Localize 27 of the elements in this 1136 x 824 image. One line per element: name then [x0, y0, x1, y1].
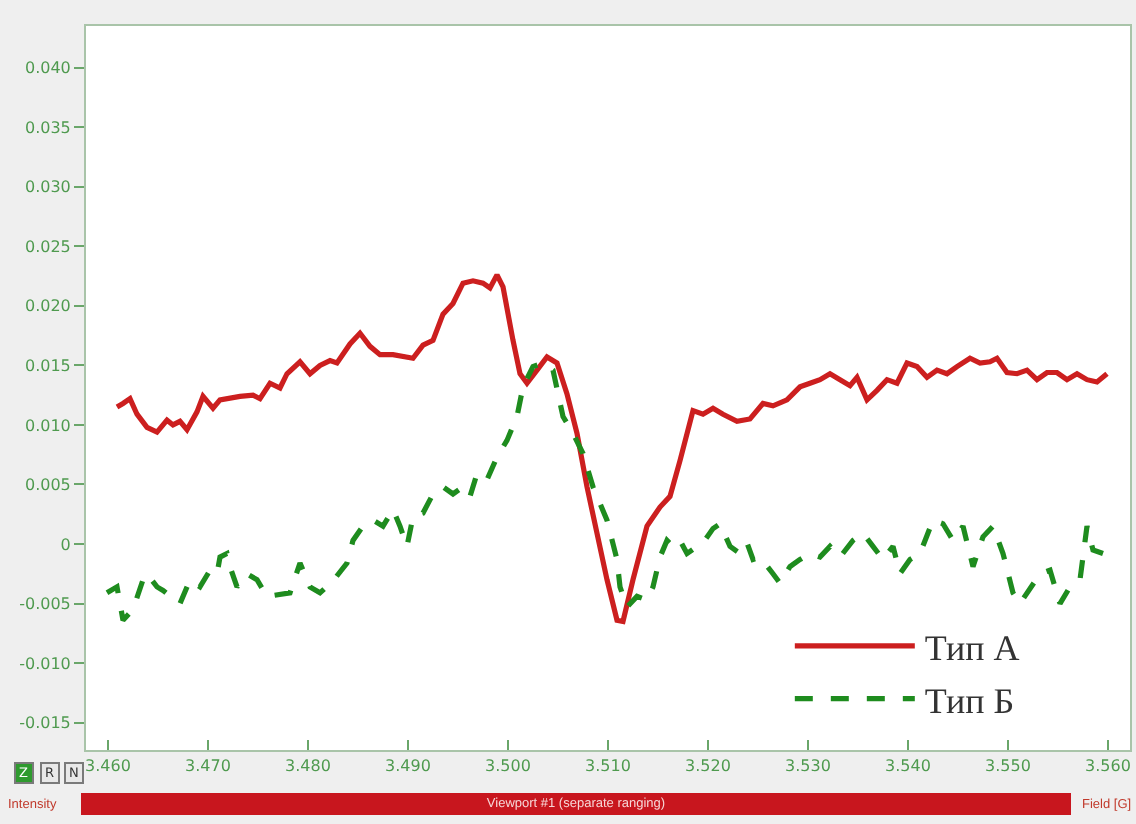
x-tick-label: 3.500: [485, 757, 531, 776]
y-tick-label: 0.025: [24, 237, 71, 256]
x-tick-label: 3.490: [385, 757, 431, 776]
x-tick-label: 3.530: [785, 757, 831, 776]
x-tick-label: 3.460: [85, 757, 131, 776]
y-tick-label: 0.010: [24, 416, 71, 435]
y-tick-label: 0.020: [24, 297, 71, 316]
x-tick-label: 3.540: [885, 757, 931, 776]
x-tick-label: 3.510: [585, 757, 631, 776]
legend-label: Тип Б: [924, 680, 1015, 721]
y-tick-label: 0.005: [24, 476, 71, 495]
x-tick-label: 3.470: [185, 757, 231, 776]
y-tick-label: -0.005: [19, 595, 71, 614]
line-series: [104, 360, 1106, 623]
y-tick-label: 0.035: [24, 118, 71, 137]
line-series: [114, 272, 1110, 624]
x-tick-label: 3.480: [285, 757, 331, 776]
y-tick-label: 0: [60, 535, 71, 554]
x-tick-label: 3.550: [985, 757, 1031, 776]
x-tick-label: 3.520: [685, 757, 731, 776]
y-tick-label: 0.040: [24, 59, 71, 78]
y-tick-label: 0.015: [24, 356, 71, 375]
y-tick-label: -0.010: [19, 654, 71, 673]
y-tick-label: -0.015: [19, 714, 71, 733]
y-tick-label: 0.030: [24, 178, 71, 197]
legend-label: Тип А: [924, 627, 1020, 668]
x-tick-label: 3.560: [1085, 757, 1131, 776]
